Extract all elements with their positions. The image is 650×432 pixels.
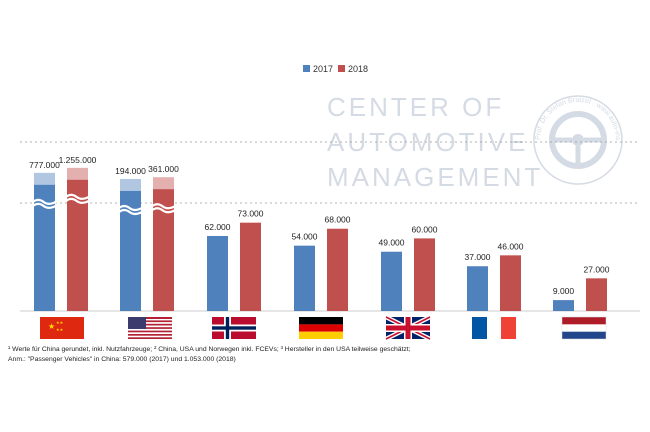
bar-2017-norwegen: [207, 235, 228, 311]
data-label-2018-china: 1.255.000: [59, 155, 97, 165]
footnotes: ¹ Werte für China gerundet, inkl. Nutzfa…: [8, 345, 648, 365]
data-label-2017-china: 777.000: [29, 160, 60, 170]
data-label-2017-niederlande: 9.000: [553, 286, 575, 296]
bar-2017-grobritannien: [381, 251, 402, 311]
axis-break-mark: [118, 208, 143, 216]
watermark-line2: AUTOMOTIVE: [327, 127, 528, 157]
bar-2017-niederlande: [553, 300, 574, 311]
svg-text:★: ★: [48, 322, 55, 331]
axis-break-mark: [151, 207, 176, 214]
legend-swatch-2018: [338, 65, 345, 72]
flag-germany-icon: [299, 317, 343, 339]
bar-2017-deutschland: [294, 245, 315, 311]
bar-2017-usa: [120, 187, 141, 311]
svg-text:★★: ★★: [56, 320, 64, 325]
axis-break-mark: [32, 202, 57, 209]
data-label-2017-deutschland: 54.000: [292, 232, 318, 242]
axis-break-mark: [151, 203, 176, 210]
axis-break-mark: [65, 197, 90, 204]
bar-cap-2017-china: [34, 172, 55, 185]
bar-2017-frankreich: [467, 266, 488, 311]
data-label-2018-grobritannien: 60.000: [412, 224, 438, 234]
watermark-line1: CENTER OF: [327, 92, 504, 122]
axis-break-mark: [32, 198, 57, 205]
flag-usa-icon: [128, 317, 172, 339]
flag-uk-icon: [384, 314, 432, 342]
bar-2018-deutschland: [327, 228, 348, 311]
bar-2018-china: [67, 176, 88, 311]
watermark-line3: MANAGEMENT: [327, 162, 543, 192]
data-label-2018-usa: 361.000: [148, 164, 179, 174]
data-label-2018-niederlande: 27.000: [584, 264, 610, 274]
bar-2017-china: [34, 181, 55, 311]
flag-china-icon: ★ ★★ ★★: [40, 317, 84, 339]
legend: 2017 2018: [303, 64, 368, 74]
bar-2018-norwegen: [240, 222, 261, 311]
flag-france-icon: [472, 317, 516, 339]
bar-2018-usa: [153, 186, 174, 311]
seal-text: Prof. Dr. Stefan Bratzel · www.auto-inst…: [0, 0, 621, 141]
data-label-2017-grobritannien: 49.000: [379, 238, 405, 248]
bar-2018-grobritannien: [414, 238, 435, 311]
axis-break-mark: [118, 204, 143, 212]
footnote-line-1: ¹ Werte für China gerundet, inkl. Nutzfa…: [8, 346, 411, 353]
data-label-2018-frankreich: 46.000: [498, 241, 524, 251]
bar-cap-2017-usa: [120, 178, 141, 191]
svg-text:Prof. Dr. Stefan Bratzel · www: Prof. Dr. Stefan Bratzel · www.auto-inst…: [0, 0, 621, 141]
bar-2018-niederlande: [586, 278, 607, 311]
legend-label-2017: 2017: [313, 64, 333, 74]
footnote-line-2: Anm.: "Passenger Vehicles" in China: 579…: [8, 356, 236, 363]
bar-2018-frankreich: [500, 255, 521, 311]
bars: [32, 167, 607, 311]
data-label-2018-deutschland: 68.000: [325, 215, 351, 225]
flag-netherlands-icon: [561, 316, 607, 340]
axis-break-mark: [65, 193, 90, 200]
flag-norway-icon: [212, 317, 256, 339]
data-label-2017-frankreich: 37.000: [465, 252, 491, 262]
legend-label-2018: 2018: [348, 64, 368, 74]
data-label-2017-norwegen: 62.000: [205, 222, 231, 232]
data-label-2018-norwegen: 73.000: [238, 209, 264, 219]
bar-cap-2018-china: [67, 167, 88, 180]
bar-cap-2018-usa: [153, 177, 174, 190]
data-label-2017-usa: 194.000: [115, 166, 146, 176]
svg-text:★★: ★★: [56, 327, 64, 332]
legend-swatch-2017: [303, 65, 310, 72]
